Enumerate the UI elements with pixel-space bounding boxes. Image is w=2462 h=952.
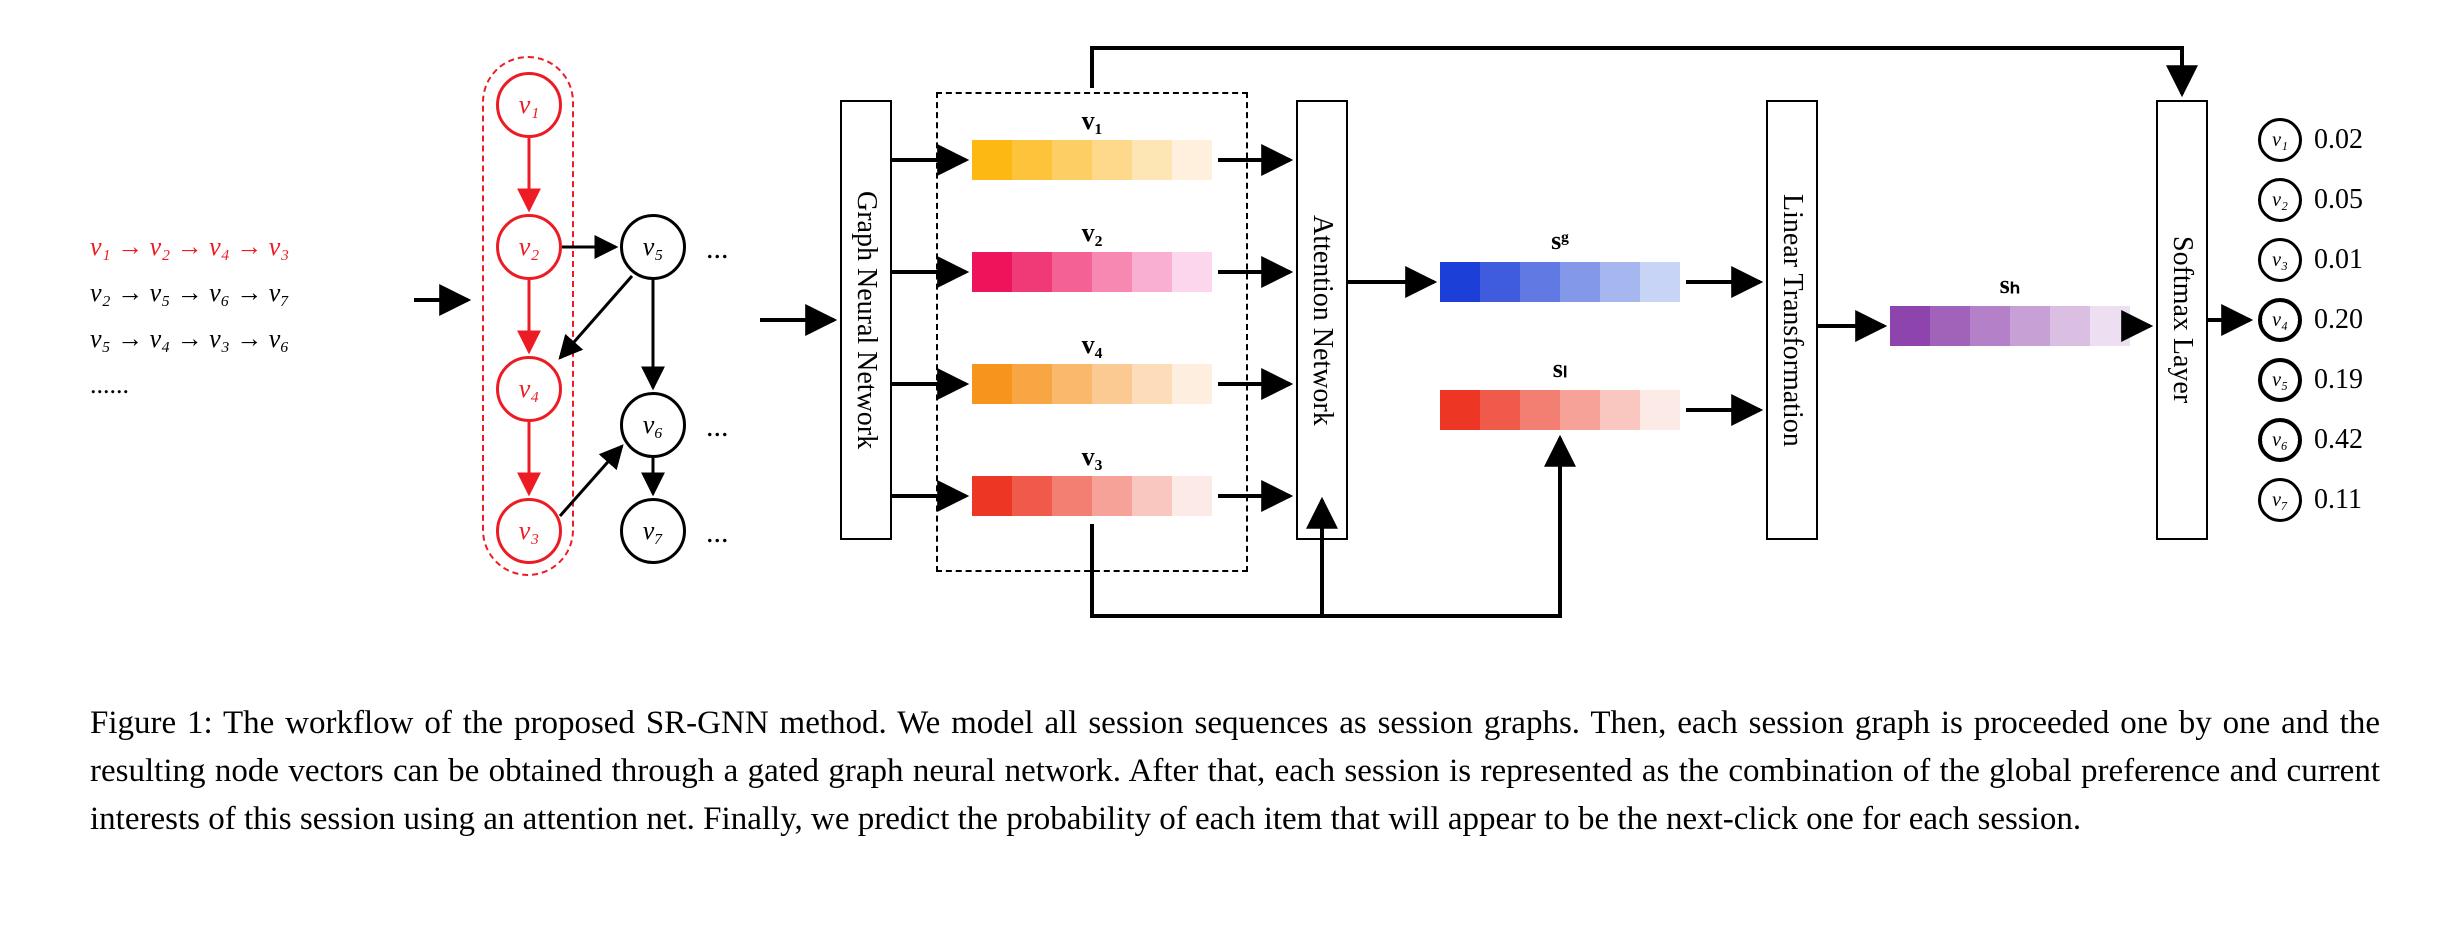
embed-cell [1052, 140, 1092, 180]
graph-dots-3: ... [706, 516, 729, 550]
graph-dots-1: ... [706, 232, 729, 266]
embed-cell [1132, 364, 1172, 404]
embed-cell [1012, 252, 1052, 292]
embed-cell [1052, 364, 1092, 404]
embed-cell [1640, 262, 1680, 302]
embed-cell [1092, 476, 1132, 516]
embed-cell [1052, 252, 1092, 292]
embed-label-v1: v₁ [992, 106, 1192, 136]
embed-row-v2 [972, 252, 1212, 292]
embed-cell [1172, 140, 1212, 180]
embed-cell [1012, 140, 1052, 180]
output-item: v₂ 0.05 [2258, 178, 2363, 222]
module-softmax: Softmax Layer [2156, 100, 2208, 540]
output-value: 0.05 [2314, 184, 2363, 216]
output-node: v₆ [2258, 418, 2302, 462]
embed-label-sg: sᵍ [1460, 226, 1660, 256]
embed-cell [1012, 476, 1052, 516]
node-v3: v₃ [496, 498, 562, 564]
output-node: v₅ [2258, 358, 2302, 402]
output-value: 0.01 [2314, 244, 2363, 276]
embed-cell [1132, 476, 1172, 516]
output-item: v₆ 0.42 [2258, 418, 2363, 462]
embed-cell [1560, 262, 1600, 302]
graph-dots-2: ... [706, 410, 729, 444]
embed-cell [1930, 306, 1970, 346]
embed-cell [1092, 140, 1132, 180]
embed-cell [2090, 306, 2130, 346]
embed-cell [2010, 306, 2050, 346]
output-value: 0.19 [2314, 364, 2363, 396]
output-node: v₇ [2258, 478, 2302, 522]
embed-label-sl: sₗ [1460, 354, 1660, 384]
embed-cell [1890, 306, 1930, 346]
output-node: v₁ [2258, 118, 2302, 162]
embed-label-sh: sₕ [1910, 270, 2110, 300]
figure-caption: Figure 1: The workflow of the proposed S… [90, 700, 2380, 844]
embed-cell [1172, 252, 1212, 292]
embed-cell [1440, 262, 1480, 302]
embed-cell [972, 140, 1012, 180]
embed-cell [1052, 476, 1092, 516]
output-node: v₃ [2258, 238, 2302, 282]
output-node: v₄ [2258, 298, 2302, 342]
sequence-line-3: v₅ → v₄ → v₃ → v₆ [90, 324, 289, 354]
embed-cell [972, 476, 1012, 516]
embed-cell [1600, 262, 1640, 302]
sequence-line-2: v₂ → v₅ → v₆ → v₇ [90, 278, 289, 308]
sequence-ellipsis: ...... [90, 370, 129, 400]
embed-cell [1640, 390, 1680, 430]
embed-cell [1480, 390, 1520, 430]
embed-cell [1012, 364, 1052, 404]
module-linear: Linear Transformation [1766, 100, 1818, 540]
embed-cell [1440, 390, 1480, 430]
module-gnn: Graph Neural Network [840, 100, 892, 540]
embed-label-v4: v₄ [992, 330, 1192, 360]
node-v1: v₁ [496, 72, 562, 138]
embed-cell [1520, 390, 1560, 430]
embed-cell [1132, 140, 1172, 180]
embed-row-v1 [972, 140, 1212, 180]
embed-cell [1092, 364, 1132, 404]
sequence-line-1: v₁ → v₂ → v₄ → v₃ [90, 232, 289, 262]
embed-cell [972, 364, 1012, 404]
node-v2: v₂ [496, 214, 562, 280]
embed-row-sg [1440, 262, 1680, 302]
embed-label-v3: v₃ [992, 442, 1192, 472]
output-item: v₅ 0.19 [2258, 358, 2363, 402]
embed-cell [1970, 306, 2010, 346]
embed-row-v4 [972, 364, 1212, 404]
embed-row-sl [1440, 390, 1680, 430]
embed-cell [1600, 390, 1640, 430]
module-attention: Attention Network [1296, 100, 1348, 540]
output-value: 0.42 [2314, 424, 2363, 456]
embed-row-v3 [972, 476, 1212, 516]
output-node: v₂ [2258, 178, 2302, 222]
node-v4: v₄ [496, 356, 562, 422]
embed-label-v2: v₂ [992, 218, 1192, 248]
output-item: v₃ 0.01 [2258, 238, 2363, 282]
embed-cell [1132, 252, 1172, 292]
output-item: v₄ 0.20 [2258, 298, 2363, 342]
output-value: 0.20 [2314, 304, 2363, 336]
figure-canvas: v₁ → v₂ → v₄ → v₃ v₂ → v₅ → v₆ → v₇ v₅ →… [0, 0, 2462, 952]
output-item: v₁ 0.02 [2258, 118, 2363, 162]
embed-row-sh [1890, 306, 2130, 346]
embed-cell [972, 252, 1012, 292]
node-v6: v₆ [620, 392, 686, 458]
node-v5: v₅ [620, 214, 686, 280]
node-v7: v₇ [620, 498, 686, 564]
embed-cell [2050, 306, 2090, 346]
output-item: v₇ 0.11 [2258, 478, 2362, 522]
embed-cell [1092, 252, 1132, 292]
embed-cell [1172, 364, 1212, 404]
embed-cell [1560, 390, 1600, 430]
embed-cell [1520, 262, 1560, 302]
embed-cell [1480, 262, 1520, 302]
output-value: 0.11 [2314, 484, 2362, 516]
output-value: 0.02 [2314, 124, 2363, 156]
embed-cell [1172, 476, 1212, 516]
